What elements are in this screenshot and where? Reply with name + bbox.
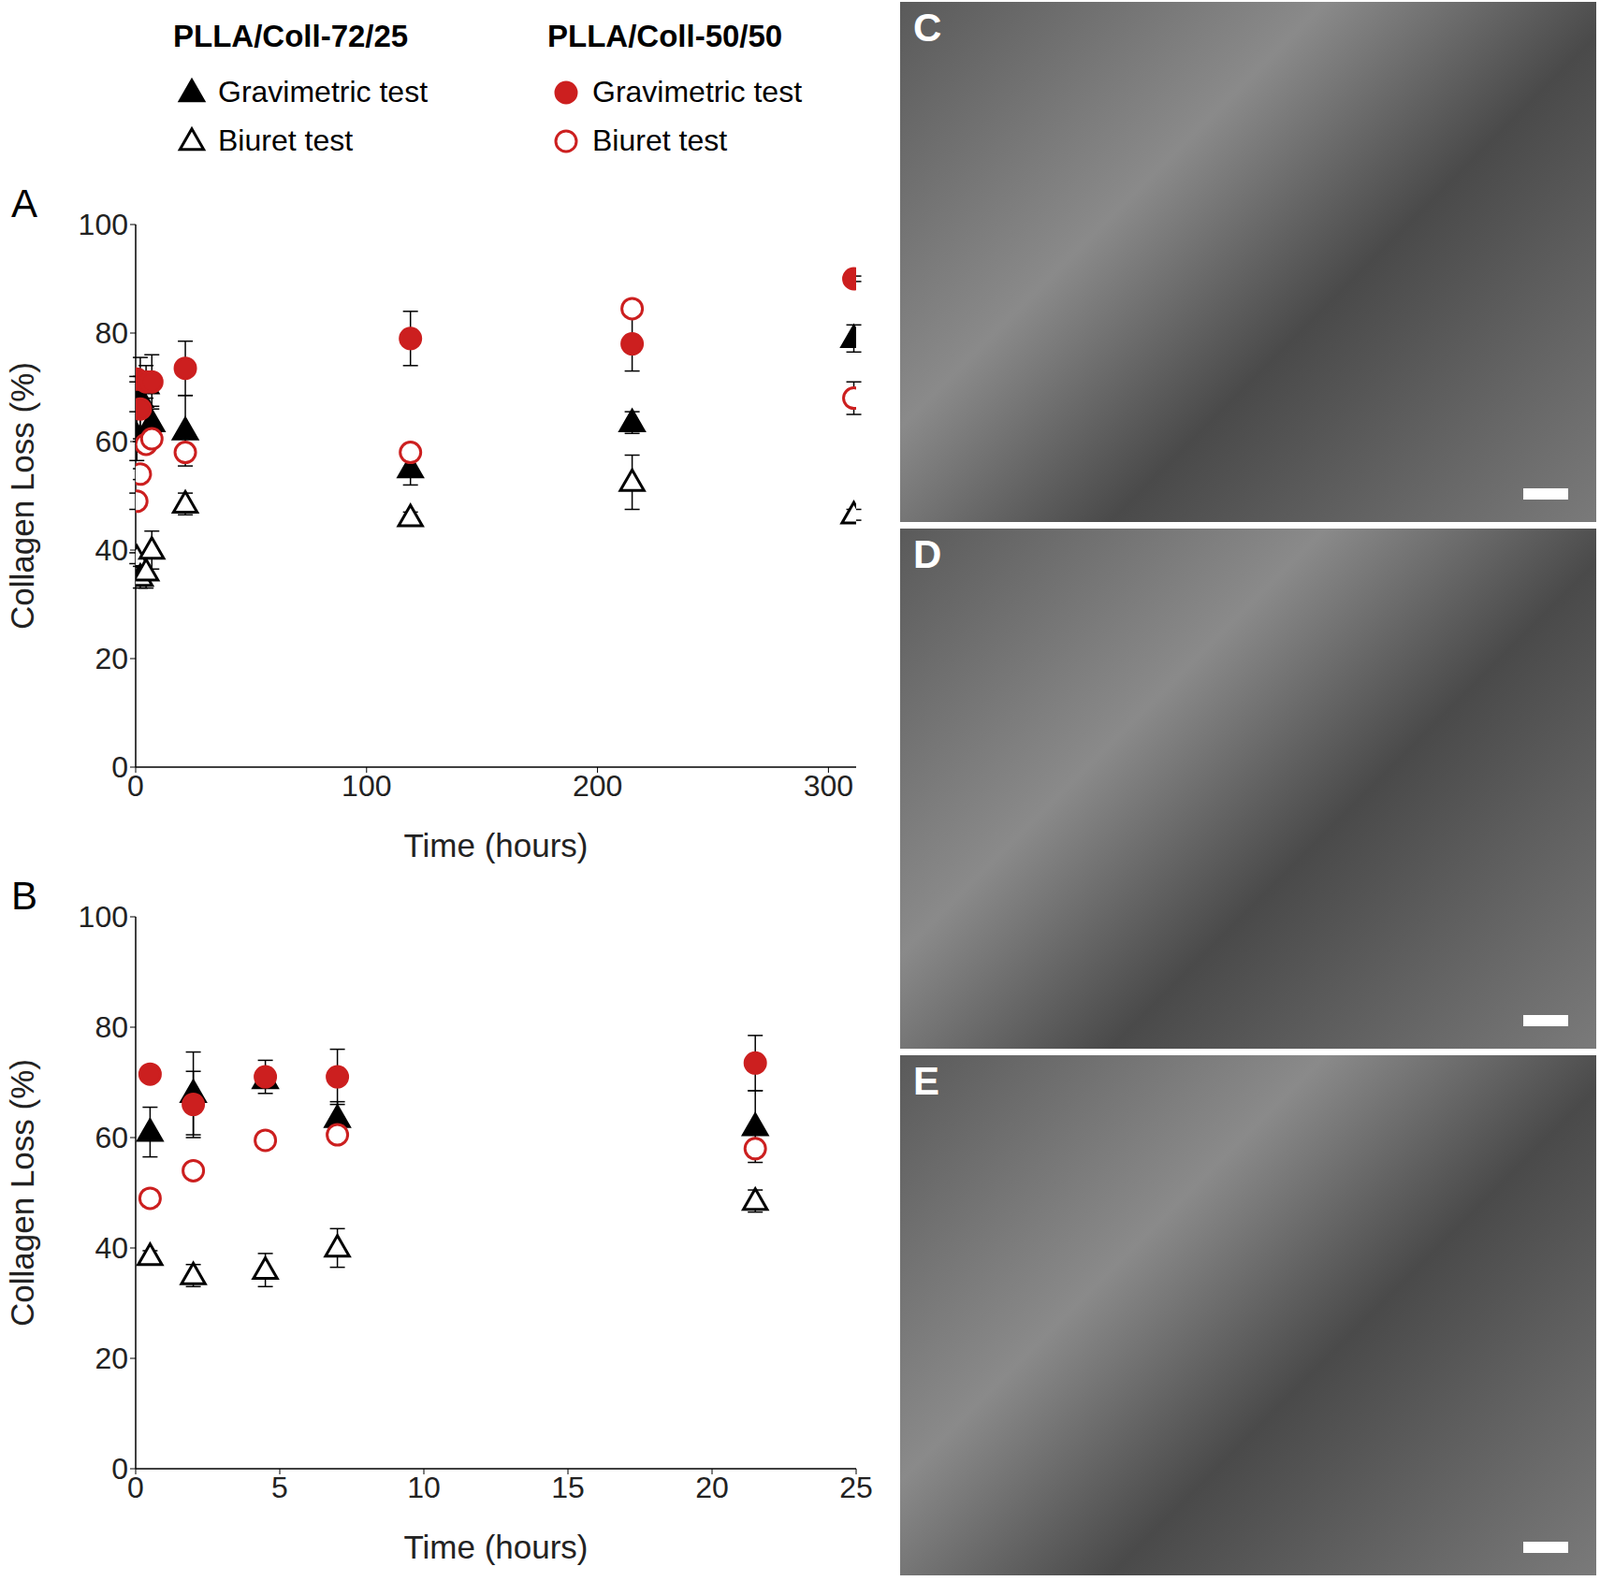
svg-text:100: 100	[341, 769, 392, 803]
svg-text:Time (hours): Time (hours)	[403, 827, 588, 864]
html-text:PLLA/Coll-72/25: PLLA/Coll-72/25	[173, 18, 409, 54]
svg-text:20: 20	[695, 1470, 729, 1505]
svg-text:100: 100	[78, 207, 129, 242]
svg-text:60: 60	[94, 1120, 129, 1155]
svg-text:15: 15	[551, 1470, 585, 1505]
svg-text:80: 80	[94, 316, 129, 350]
html-text:Biuret test: Biuret test	[592, 123, 728, 157]
svg-text:100: 100	[78, 900, 129, 934]
html-text:Biuret test: Biuret test	[218, 123, 353, 157]
svg-text:20: 20	[94, 641, 129, 676]
svg-text:40: 40	[94, 533, 129, 568]
svg-text:5: 5	[271, 1470, 289, 1505]
html-text:B: B	[11, 873, 38, 918]
svg-text:0: 0	[111, 750, 129, 785]
svg-text:20: 20	[94, 1341, 129, 1376]
html-text:A: A	[11, 181, 38, 226]
svg-text:25: 25	[839, 1470, 873, 1505]
svg-text:200: 200	[572, 769, 623, 803]
svg-text:Time (hours): Time (hours)	[403, 1528, 588, 1566]
svg-text:60: 60	[94, 424, 129, 459]
html-text:C: C	[913, 5, 942, 50]
svg-text:0: 0	[127, 1470, 145, 1505]
svg-text:Collagen Loss (%): Collagen Loss (%)	[3, 1059, 41, 1327]
html-text:Gravimetric test: Gravimetric test	[218, 74, 428, 109]
svg-text:Collagen Loss (%): Collagen Loss (%)	[3, 362, 41, 630]
html-text:D: D	[913, 532, 942, 577]
svg-text:0: 0	[111, 1452, 129, 1486]
svg-text:40: 40	[94, 1231, 129, 1266]
svg-text:80: 80	[94, 1010, 129, 1045]
html-text:E: E	[913, 1059, 940, 1104]
html-text:PLLA/Coll-50/50: PLLA/Coll-50/50	[547, 18, 783, 54]
svg-text:0: 0	[127, 769, 145, 803]
html-text:Gravimetric test: Gravimetric test	[592, 74, 802, 109]
svg-text:300: 300	[803, 769, 854, 803]
svg-text:10: 10	[407, 1470, 441, 1505]
